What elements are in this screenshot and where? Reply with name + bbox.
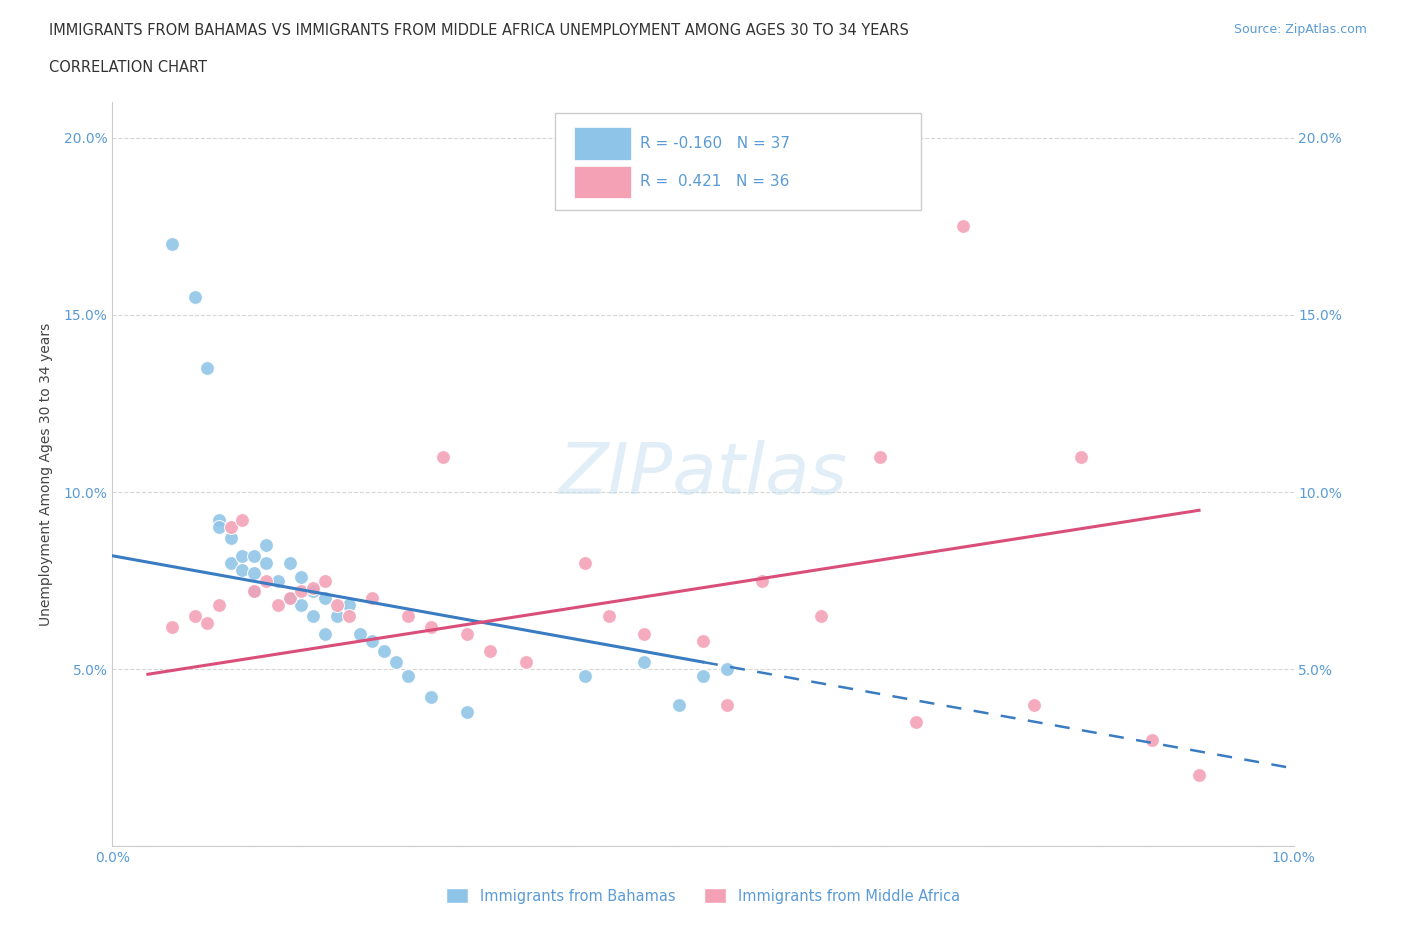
Point (692, 669, 714, 684)
Y-axis label: Unemployment Among Ages 30 to 34 years: Unemployment Among Ages 30 to 34 years (38, 323, 52, 626)
FancyBboxPatch shape (555, 113, 921, 210)
Point (314, 573, 336, 588)
Point (195, 361, 218, 376)
Point (195, 616, 218, 631)
Point (904, 715, 927, 730)
Point (290, 584, 312, 599)
Point (278, 555, 301, 570)
Text: IMMIGRANTS FROM BAHAMAS VS IMMIGRANTS FROM MIDDLE AFRICA UNEMPLOYMENT AMONG AGES: IMMIGRANTS FROM BAHAMAS VS IMMIGRANTS FR… (49, 23, 910, 38)
FancyBboxPatch shape (574, 166, 631, 198)
Point (267, 598, 290, 613)
Text: R = -0.160   N = 37: R = -0.160 N = 37 (640, 136, 790, 151)
Point (243, 584, 266, 599)
Point (278, 591, 301, 605)
Point (243, 549, 266, 564)
Point (160, 619, 183, 634)
Point (952, 219, 974, 233)
Point (633, 655, 655, 670)
Point (385, 655, 408, 670)
Point (219, 520, 242, 535)
Point (208, 598, 231, 613)
Point (184, 608, 207, 623)
Point (396, 608, 419, 623)
Point (456, 626, 478, 641)
Point (633, 626, 655, 641)
Point (432, 449, 454, 464)
Point (290, 569, 312, 584)
Point (302, 580, 325, 595)
Point (349, 626, 371, 641)
Text: Source: ZipAtlas.com: Source: ZipAtlas.com (1233, 23, 1367, 36)
Text: CORRELATION CHART: CORRELATION CHART (49, 60, 207, 75)
FancyBboxPatch shape (574, 126, 631, 160)
Point (751, 573, 773, 588)
Point (254, 555, 277, 570)
Point (420, 690, 443, 705)
Point (361, 633, 384, 648)
Point (373, 644, 395, 658)
Point (290, 598, 312, 613)
Point (456, 704, 478, 719)
Point (160, 236, 183, 251)
Point (515, 655, 537, 670)
Point (231, 563, 253, 578)
Point (326, 598, 349, 613)
Point (337, 608, 360, 623)
Point (243, 584, 266, 599)
Point (243, 566, 266, 581)
Point (314, 626, 336, 641)
Point (254, 573, 277, 588)
Point (668, 698, 690, 712)
Point (208, 513, 231, 528)
Point (302, 584, 325, 599)
Point (208, 520, 231, 535)
Point (219, 555, 242, 570)
Text: ZIPatlas: ZIPatlas (558, 440, 848, 509)
Legend: Immigrants from Bahamas, Immigrants from Middle Africa: Immigrants from Bahamas, Immigrants from… (440, 883, 966, 910)
Point (219, 531, 242, 546)
Point (420, 619, 443, 634)
Point (361, 591, 384, 605)
Point (278, 591, 301, 605)
Point (267, 573, 290, 588)
Point (716, 698, 738, 712)
Point (692, 633, 714, 648)
Point (1022, 698, 1045, 712)
Point (716, 662, 738, 677)
Point (302, 608, 325, 623)
Point (1188, 768, 1211, 783)
Point (254, 538, 277, 552)
Point (231, 549, 253, 564)
Point (574, 669, 596, 684)
Point (810, 608, 832, 623)
Point (1070, 449, 1092, 464)
Point (326, 608, 349, 623)
Point (574, 555, 596, 570)
Point (396, 669, 419, 684)
Point (479, 644, 502, 658)
Point (598, 608, 620, 623)
Text: R =  0.421   N = 36: R = 0.421 N = 36 (640, 175, 790, 190)
Point (231, 513, 253, 528)
Point (314, 591, 336, 605)
Point (184, 290, 207, 305)
Point (337, 598, 360, 613)
Point (869, 449, 891, 464)
Point (1140, 733, 1163, 748)
